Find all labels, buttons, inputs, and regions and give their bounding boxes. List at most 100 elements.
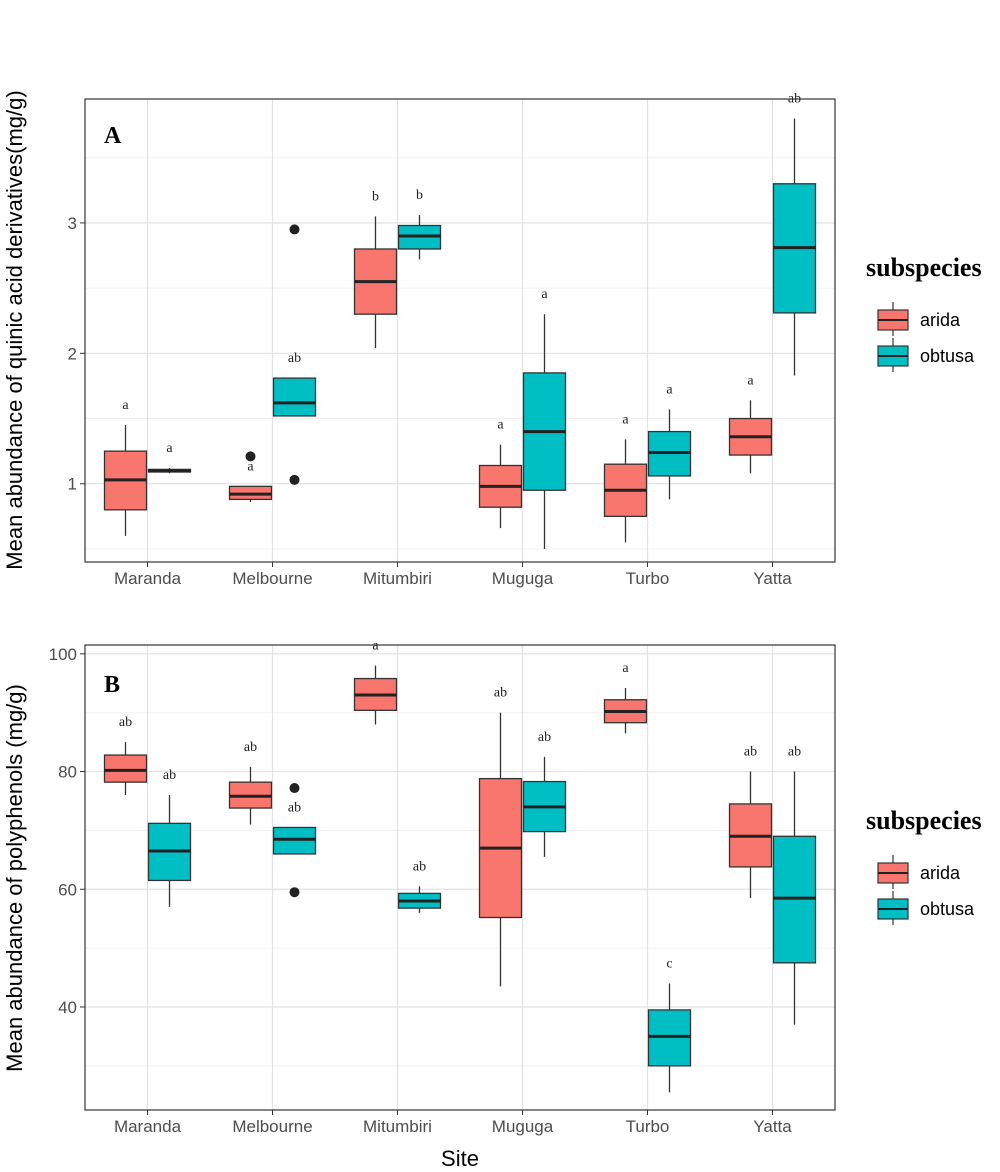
significance-label: a — [247, 459, 254, 474]
significance-label: ab — [244, 740, 257, 755]
box-obtusa-mitumbiri: ab — [397, 859, 442, 913]
y-tick-label: 3 — [68, 214, 77, 233]
box-arida-muguga: ab — [478, 686, 523, 987]
box-arida-maranda: a — [103, 398, 148, 536]
panel-a-border — [84, 98, 836, 563]
panel-b-grid — [85, 645, 835, 1110]
significance-label: ab — [413, 859, 426, 874]
y-tick-label: 80 — [58, 763, 77, 782]
x-tick-label-muguga: Muguga — [492, 569, 554, 588]
box-obtusa-mitumbiri: b — [397, 188, 442, 260]
outlier-point — [289, 887, 300, 898]
significance-label: a — [166, 441, 173, 456]
legend-label-obtusa: obtusa — [920, 899, 975, 919]
significance-label: a — [497, 418, 504, 433]
box-obtusa-yatta: ab — [772, 92, 817, 376]
legend-item-arida: arida — [877, 302, 961, 336]
box-obtusa-muguga: ab — [522, 730, 567, 857]
significance-label: ab — [788, 745, 801, 760]
x-tick-label-muguga: Muguga — [492, 1117, 554, 1136]
significance-label: a — [666, 382, 673, 397]
box-body — [103, 754, 148, 783]
legend-b: subspecies arida obtusa — [866, 806, 982, 925]
box-arida-melbourne: a — [228, 451, 273, 503]
box-body — [272, 377, 317, 417]
panel-b-y-ticks: 40 60 80 100 — [49, 645, 85, 1017]
panel-b-y-axis-label: Mean abundance of polyphenols (mg/g) — [2, 684, 27, 1072]
box-obtusa-muguga: a — [522, 287, 567, 549]
box-arida-mitumbiri: a — [353, 639, 398, 725]
panel-a-x-ticks: Maranda Melbourne Mitumbiri Muguga Turbo Yatt… — [114, 562, 792, 588]
box-arida-maranda: ab — [103, 715, 148, 796]
y-tick-label: 100 — [49, 645, 77, 664]
legend-a: subspecies arida obtusa — [866, 253, 982, 372]
box-obtusa-turbo: c — [647, 956, 692, 1093]
legend-b-title: subspecies — [866, 806, 982, 835]
panel-b-border — [84, 644, 836, 1111]
panel-b-label: B — [104, 672, 120, 698]
legend-a-items: arida obtusa — [877, 302, 975, 372]
panel-a-label: A — [104, 123, 122, 149]
box-arida-yatta: a — [728, 373, 773, 474]
significance-label: ab — [494, 686, 507, 701]
panel-b-x-ticks: Maranda Melbourne Mitumbiri Muguga Turbo Yatt… — [114, 1110, 792, 1136]
x-tick-label-yatta: Yatta — [753, 1117, 792, 1136]
box-obtusa-maranda: a — [147, 441, 192, 474]
outlier-point — [289, 224, 300, 235]
significance-label: a — [747, 373, 754, 388]
significance-label: a — [622, 661, 629, 676]
x-axis-label: Site — [441, 1146, 479, 1171]
x-tick-label-melbourne: Melbourne — [232, 1117, 312, 1136]
y-tick-label: 1 — [68, 475, 77, 494]
panel-a-y-ticks: 1 2 3 — [68, 214, 85, 494]
panel-b: ab ab a ab a ab ab ab ab ab c ab B 40 60 80 100 Marand… — [2, 639, 836, 1136]
outlier-point — [245, 451, 256, 462]
legend-item-obtusa: obtusa — [877, 891, 975, 925]
x-tick-label-maranda: Maranda — [114, 569, 182, 588]
legend-label-obtusa: obtusa — [920, 346, 975, 366]
panel-b-boxes: ab ab a ab a ab ab ab ab ab c ab — [103, 639, 817, 1093]
legend-label-arida: arida — [920, 863, 961, 883]
legend-label-arida: arida — [920, 310, 961, 330]
box-obtusa-yatta: ab — [772, 745, 817, 1025]
panel-a-y-axis-label: Mean abundance of quinic acid derivative… — [2, 90, 27, 569]
panel-a-grid — [85, 99, 835, 562]
significance-label: ab — [119, 715, 132, 730]
box-obtusa-turbo: a — [647, 382, 692, 500]
significance-label: c — [666, 956, 672, 971]
significance-label: ab — [744, 745, 757, 760]
legend-item-obtusa: obtusa — [877, 338, 975, 372]
box-arida-muguga: a — [478, 418, 523, 529]
outlier-point — [289, 783, 300, 794]
legend-item-arida: arida — [877, 855, 961, 889]
legend-b-items: arida obtusa — [877, 855, 975, 925]
y-tick-label: 60 — [58, 880, 77, 899]
significance-label: ab — [163, 768, 176, 783]
legend-a-title: subspecies — [866, 253, 982, 282]
y-tick-label: 2 — [68, 344, 77, 363]
significance-label: b — [372, 189, 379, 204]
significance-label: a — [122, 398, 129, 413]
box-arida-mitumbiri: b — [353, 189, 398, 349]
box-arida-yatta: ab — [728, 745, 773, 899]
outlier-point — [289, 474, 300, 485]
significance-label: a — [372, 639, 379, 654]
box-obtusa-maranda: ab — [147, 768, 192, 907]
x-tick-label-yatta: Yatta — [753, 569, 792, 588]
y-tick-label: 40 — [58, 998, 77, 1017]
significance-label: ab — [538, 730, 551, 745]
x-tick-label-melbourne: Melbourne — [232, 569, 312, 588]
significance-label: ab — [288, 351, 301, 366]
box-arida-turbo: a — [603, 412, 648, 543]
x-tick-label-mitumbiri: Mitumbiri — [363, 1117, 432, 1136]
box-arida-melbourne: ab — [228, 740, 273, 825]
significance-label: a — [622, 412, 629, 427]
box-arida-turbo: a — [603, 661, 648, 734]
box-obtusa-melbourne: ab — [272, 224, 317, 485]
x-tick-label-turbo: Turbo — [626, 569, 670, 588]
significance-label: ab — [288, 800, 301, 815]
significance-label: a — [541, 287, 548, 302]
